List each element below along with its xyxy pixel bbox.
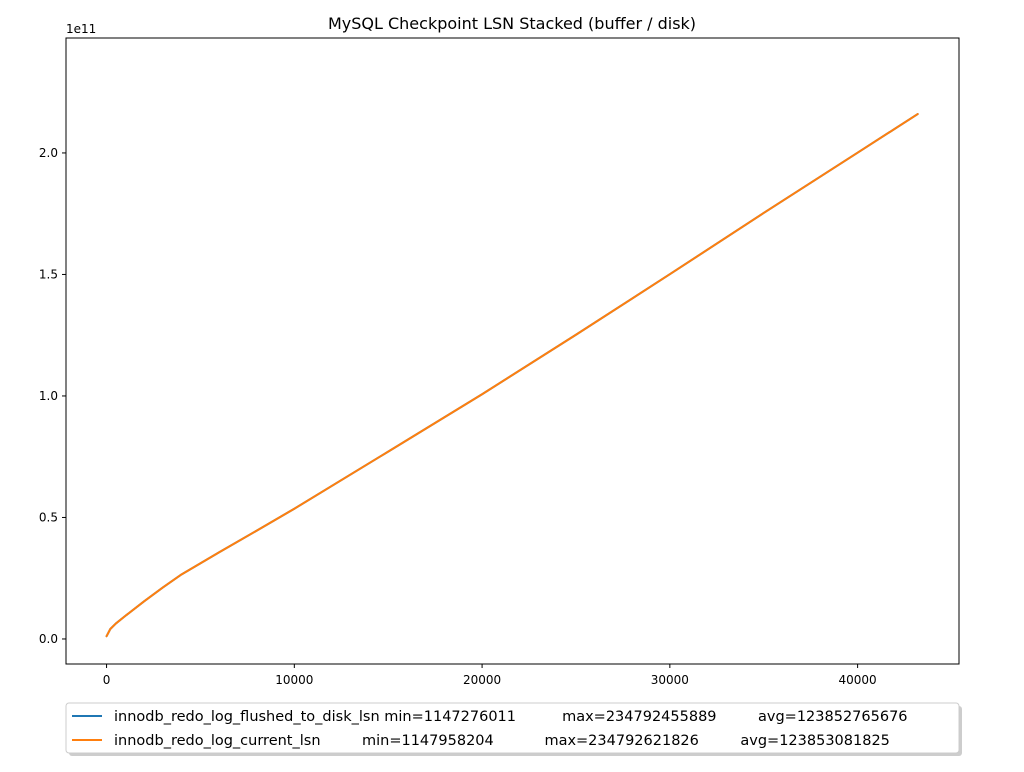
legend: innodb_redo_log_flushed_to_disk_lsn min=… [65,702,962,756]
x-tick-label: 10000 [275,673,313,687]
legend-label-0: innodb_redo_log_flushed_to_disk_lsn min=… [114,709,908,725]
y-tick-label: 2.0 [39,146,58,160]
series-layer [105,113,919,638]
y-tick-label: 0.0 [39,632,58,646]
legend-entries: innodb_redo_log_flushed_to_disk_lsn min=… [72,709,908,749]
x-tick-label: 0 [103,673,111,687]
chart-title: MySQL Checkpoint LSN Stacked (buffer / d… [328,14,696,33]
x-tick-label: 40000 [839,673,877,687]
y-axis-offset-label: 1e11 [66,22,96,36]
plot-frame [65,37,960,665]
y-tick-label: 0.5 [39,510,58,524]
legend-box [65,702,960,754]
x-tick-label: 30000 [651,673,689,687]
series-line-1 [105,113,919,638]
x-tick-label: 20000 [463,673,501,687]
y-tick-label: 1.0 [39,389,58,403]
x-axis: 0 10000 20000 30000 40000 [103,664,877,687]
y-tick-label: 1.5 [39,267,58,281]
legend-label-1: innodb_redo_log_current_lsn min=11479582… [114,733,890,749]
y-axis: 0.0 0.5 1.0 1.5 2.0 [39,146,66,646]
